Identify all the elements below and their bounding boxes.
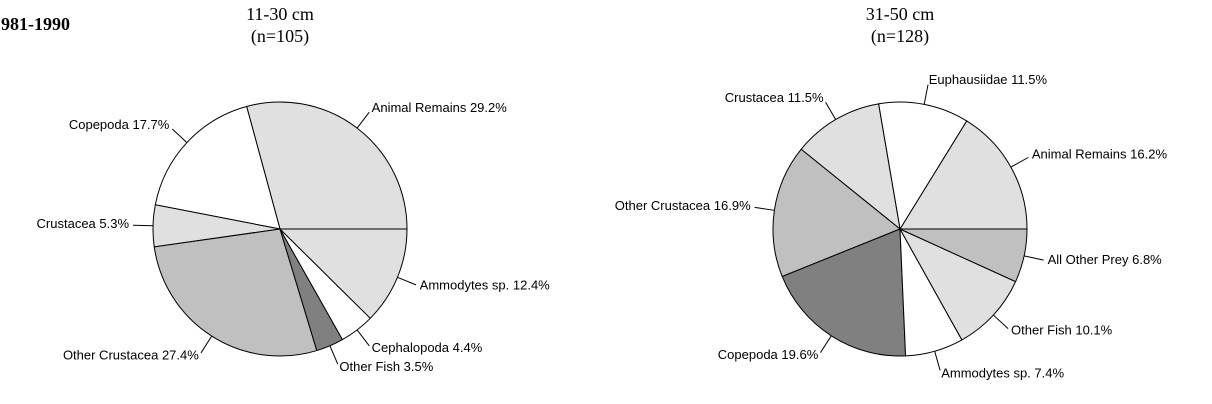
slice-label: Other Fish 3.5%: [339, 359, 433, 374]
slice-category: Crustacea: [37, 217, 97, 232]
leader-line: [1024, 255, 1044, 261]
slice-label: Crustacea 5.3%: [37, 217, 130, 232]
leader-line: [171, 128, 188, 143]
slice-label: Animal Remains 16.2%: [1032, 147, 1168, 162]
slice-value: 12.4%: [513, 278, 550, 293]
slice-category: Animal Remains: [1032, 147, 1127, 162]
slice-category: Crustacea: [725, 90, 785, 105]
chart-subtitle: (n=105): [251, 26, 309, 47]
slice-value: 5.3%: [99, 217, 129, 232]
slice-category: Cephalopoda: [372, 340, 450, 355]
slice-category: Copepoda: [69, 118, 130, 133]
pie-slice: [899, 120, 1028, 230]
leader-line: [993, 314, 1009, 329]
slice-label: Euphausiidae 11.5%: [929, 72, 1048, 87]
slice-label: Crustacea 11.5%: [725, 90, 824, 105]
pie-slice: [781, 228, 907, 357]
slice-category: Ammodytes sp.: [941, 366, 1031, 381]
slice-value: 11.5%: [1011, 72, 1047, 87]
pie-slice: [898, 227, 1017, 341]
slice-value: 11.5%: [788, 90, 824, 105]
pie-slice: [153, 228, 318, 357]
leader-line: [329, 345, 339, 365]
slice-value: 6.8%: [1132, 252, 1162, 267]
chart-title: 11-30 cm: [246, 4, 314, 24]
slice-category: Other Fish: [1011, 323, 1072, 338]
slice-label: Other Crustacea 16.9%: [615, 198, 751, 213]
slice-label: Cephalopoda 4.4%: [372, 340, 483, 355]
slice-value: 10.1%: [1075, 323, 1112, 338]
slice-category: Other Crustacea: [615, 198, 711, 213]
slice-label: All Other Prey 6.8%: [1048, 252, 1163, 267]
slice-label: Copepoda 17.7%: [69, 118, 170, 133]
leader-line: [820, 335, 832, 353]
slice-label: Ammodytes sp. 7.4%: [941, 366, 1064, 381]
slice-category: Other Fish: [339, 359, 400, 374]
leader-line: [356, 111, 370, 129]
slice-value: 3.5%: [404, 359, 434, 374]
slice-label: Ammodytes sp. 12.4%: [420, 278, 551, 293]
slice-value: 4.4%: [453, 340, 483, 355]
slice-category: Other Crustacea: [63, 348, 159, 363]
slice-label: Other Crustacea 27.4%: [63, 348, 199, 363]
slice-value: 19.6%: [781, 347, 818, 362]
leader-line: [133, 224, 154, 227]
slice-category: Copepoda: [718, 347, 779, 362]
slice-category: Ammodytes sp.: [420, 278, 510, 293]
slice-value: 27.4%: [162, 348, 199, 363]
pie-slice: [246, 101, 408, 230]
leader-line: [397, 276, 417, 286]
slice-label: Copepoda 19.6%: [718, 347, 819, 362]
leader-line: [356, 329, 370, 347]
pie-slice: [278, 228, 408, 320]
heading: 1981-1990: [0, 14, 70, 34]
leader-line: [200, 335, 213, 354]
leader-line: [754, 206, 775, 211]
pie-slice: [877, 101, 968, 231]
pie-slice: [154, 105, 281, 230]
slice-value: 7.4%: [1034, 366, 1064, 381]
chart-title: 31-50 cm: [866, 4, 934, 24]
pie-slice: [899, 228, 1028, 283]
leader-line: [934, 351, 941, 371]
leader-line: [825, 101, 837, 120]
slice-label: Animal Remains 29.2%: [372, 100, 508, 115]
leader-line: [923, 84, 929, 105]
slice-category: Euphausiidae: [929, 72, 1008, 87]
leader-line: [1010, 156, 1029, 168]
slice-value: 29.2%: [470, 100, 507, 115]
slice-value: 16.2%: [1130, 147, 1167, 162]
slice-category: All Other Prey: [1048, 252, 1129, 267]
slice-value: 16.9%: [714, 198, 751, 213]
chart-subtitle: (n=128): [871, 26, 929, 47]
slice-label: Other Fish 10.1%: [1011, 323, 1113, 338]
slice-value: 17.7%: [132, 118, 169, 133]
slice-category: Animal Remains: [372, 100, 467, 115]
pie-slice: [772, 148, 901, 278]
